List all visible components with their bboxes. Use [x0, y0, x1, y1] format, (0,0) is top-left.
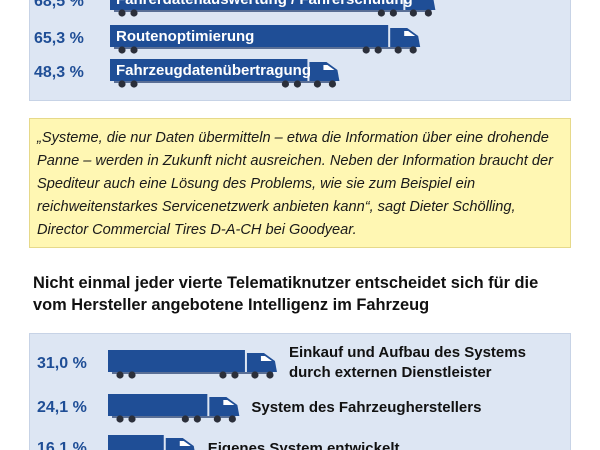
cab — [246, 353, 277, 372]
wheel — [231, 371, 239, 379]
trailer — [108, 435, 164, 450]
truck-icon — [108, 350, 277, 379]
quote-text: „Systeme, die nur Daten übermitteln – et… — [37, 130, 553, 238]
truck-icon — [110, 25, 421, 54]
value-label: 65,3 % — [34, 30, 84, 47]
wheel — [424, 9, 432, 17]
category-label: Eigenes System entwickelt — [208, 440, 400, 450]
chassis — [112, 416, 236, 418]
category-label: Einkauf und Aufbau des Systems durch exte… — [289, 344, 526, 381]
wheel — [118, 9, 126, 17]
chassis — [114, 10, 432, 12]
truck-icon — [108, 394, 240, 423]
wheel — [266, 371, 274, 379]
wheel — [130, 9, 138, 17]
cab — [390, 28, 421, 47]
category-label: Fahrerdatenauswertung / Fahrerschulung — [116, 0, 413, 8]
wheel — [362, 46, 370, 54]
wheel — [389, 9, 397, 17]
cab-window — [223, 400, 235, 405]
wheel — [130, 80, 138, 88]
cab — [209, 397, 240, 416]
wheel — [128, 371, 136, 379]
category-label-line: Einkauf und Aufbau des Systems — [289, 344, 526, 361]
category-label: System des Fahrzeugherstellers — [251, 399, 481, 416]
wheel — [394, 46, 402, 54]
cab — [309, 62, 340, 81]
value-label: 68,5 % — [34, 0, 84, 10]
wheel — [130, 46, 138, 54]
wheel — [281, 80, 290, 88]
trailer — [110, 25, 389, 47]
value-label: 24,1 % — [37, 399, 87, 416]
chassis — [112, 372, 273, 374]
wheel — [116, 415, 124, 423]
quote-box: „Systeme, die nur Daten übermitteln – et… — [29, 118, 571, 248]
wheel — [409, 9, 417, 17]
trailer — [110, 0, 404, 10]
chassis — [114, 81, 336, 83]
wheel — [293, 80, 302, 88]
wheel — [377, 9, 385, 17]
section-headline: Nicht einmal jeder vierte Telematiknutze… — [33, 274, 539, 314]
wheel — [213, 415, 221, 423]
wheel — [409, 46, 417, 54]
wheel — [251, 371, 259, 379]
value-label: 48,3 % — [34, 64, 84, 81]
category-label: Fahrzeugdatenübertragung — [116, 62, 311, 79]
cab — [405, 0, 436, 10]
wheel — [374, 46, 382, 54]
trailer — [110, 59, 308, 81]
wheel — [118, 46, 126, 54]
truck-icon — [110, 59, 340, 88]
category-label: Routenoptimierung — [116, 28, 254, 45]
value-label: 31,0 % — [37, 355, 87, 372]
wheel — [118, 80, 126, 88]
wheel — [128, 415, 136, 423]
cab-window — [260, 356, 272, 361]
trailer — [108, 350, 245, 372]
truck-icon — [110, 0, 436, 17]
cab-window — [404, 31, 416, 36]
value-label: 16,1 % — [37, 440, 87, 450]
cab-window — [179, 441, 191, 446]
wheel — [181, 415, 189, 423]
category-label-line: Eigenes System entwickelt — [208, 440, 400, 450]
category-label-line: durch externen Dienstleister — [289, 364, 492, 381]
trailer — [108, 394, 208, 416]
wheel — [328, 80, 337, 88]
chassis — [114, 47, 417, 49]
wheel — [193, 415, 201, 423]
truck-icon — [108, 435, 195, 450]
wheel — [313, 80, 322, 88]
wheel — [228, 415, 236, 423]
wheel — [219, 371, 227, 379]
cab-window — [323, 65, 335, 70]
category-label-line: System des Fahrzeugherstellers — [251, 399, 481, 416]
wheel — [116, 371, 124, 379]
